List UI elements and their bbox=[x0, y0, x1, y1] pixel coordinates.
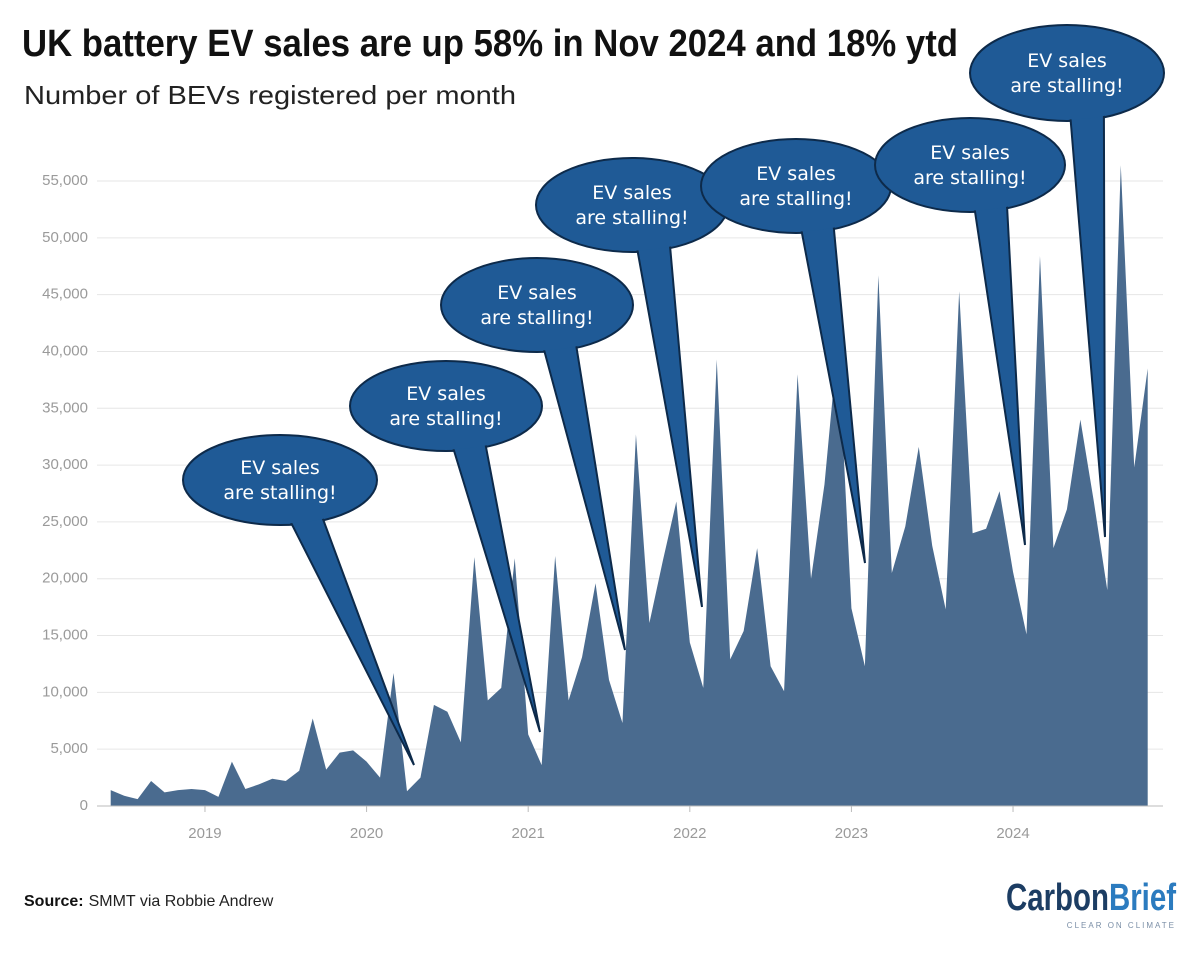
callout: EV sales are stalling! bbox=[535, 157, 729, 608]
source: Source: SMMT via Robbie Andrew bbox=[24, 893, 274, 910]
chart-subtitle: Number of BEVs registered per month bbox=[24, 80, 516, 110]
x-tick-label: 2021 bbox=[512, 825, 545, 842]
callout-cover bbox=[442, 259, 632, 351]
callout-text: EV sales are stalling! bbox=[480, 282, 593, 329]
callout-line: are stalling! bbox=[739, 188, 852, 210]
callout-cover bbox=[971, 26, 1163, 120]
callout-text: EV sales are stalling! bbox=[223, 457, 336, 504]
y-tick-label: 40,000 bbox=[42, 342, 88, 359]
y-tick-label: 30,000 bbox=[42, 456, 88, 473]
callout-line: EV sales bbox=[1027, 50, 1106, 72]
callout-line: EV sales bbox=[756, 163, 835, 185]
callout-line: are stalling! bbox=[575, 207, 688, 229]
callout-text: EV sales are stalling! bbox=[913, 142, 1026, 189]
y-tick-label: 10,000 bbox=[42, 683, 88, 700]
callout-line: are stalling! bbox=[1010, 75, 1123, 97]
y-tick-label: 50,000 bbox=[42, 229, 88, 246]
callout: EV sales are stalling! bbox=[874, 117, 1066, 546]
source-text: SMMT via Robbie Andrew bbox=[89, 893, 274, 910]
callouts: EV sales are stalling! EV sales are stallin… bbox=[182, 24, 1165, 766]
x-tick-label: 2024 bbox=[996, 825, 1029, 842]
logo-part: Carbon bbox=[1006, 877, 1109, 919]
callout-cover bbox=[351, 362, 541, 450]
y-tick-label: 45,000 bbox=[42, 286, 88, 303]
callout: EV sales are stalling! bbox=[700, 138, 892, 564]
callout-cover bbox=[702, 140, 890, 232]
callout-cover bbox=[876, 119, 1064, 211]
logo-part: Brief bbox=[1109, 877, 1176, 919]
callout-line: EV sales bbox=[497, 282, 576, 304]
x-tick-label: 2020 bbox=[350, 825, 383, 842]
logo-tagline: CLEAR ON CLIMATE bbox=[1067, 921, 1176, 930]
logo: CarbonBrief bbox=[1006, 877, 1176, 919]
y-tick-label: 35,000 bbox=[42, 399, 88, 416]
callout-line: are stalling! bbox=[223, 482, 336, 504]
callout-cover bbox=[537, 159, 727, 251]
callout-line: are stalling! bbox=[913, 167, 1026, 189]
callout-line: are stalling! bbox=[480, 307, 593, 329]
y-tick-label: 15,000 bbox=[42, 627, 88, 644]
callout-cover bbox=[184, 436, 376, 524]
callout-text: EV sales are stalling! bbox=[389, 383, 502, 430]
callout: EV sales are stalling! bbox=[440, 257, 634, 651]
callout-text: EV sales are stalling! bbox=[1010, 50, 1123, 97]
callout: EV sales are stalling! bbox=[182, 434, 415, 766]
x-tick-label: 2023 bbox=[835, 825, 868, 842]
y-tick-label: 0 bbox=[80, 797, 88, 814]
callout-text: EV sales are stalling! bbox=[739, 163, 852, 210]
chart-title: UK battery EV sales are up 58% in Nov 20… bbox=[22, 23, 958, 65]
callout-line: EV sales bbox=[592, 182, 671, 204]
area bbox=[110, 165, 1148, 806]
source-label: Source: bbox=[24, 893, 84, 910]
callout: EV sales are stalling! bbox=[969, 24, 1165, 538]
y-tick-label: 55,000 bbox=[42, 172, 88, 189]
x-tick-label: 2022 bbox=[673, 825, 706, 842]
callout-line: EV sales bbox=[406, 383, 485, 405]
callout-line: EV sales bbox=[240, 457, 319, 479]
callout-line: EV sales bbox=[930, 142, 1009, 164]
y-tick-label: 20,000 bbox=[42, 570, 88, 587]
x-tick-label: 2019 bbox=[188, 825, 221, 842]
callout-text: EV sales are stalling! bbox=[575, 182, 688, 229]
callout-line: are stalling! bbox=[389, 408, 502, 430]
y-tick-label: 25,000 bbox=[42, 513, 88, 530]
y-tick-label: 5,000 bbox=[50, 740, 88, 757]
callout: EV sales are stalling! bbox=[349, 360, 543, 733]
